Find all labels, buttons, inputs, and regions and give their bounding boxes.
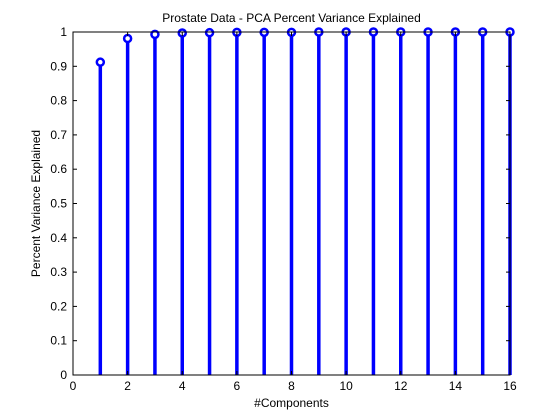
- x-tick-label: 16: [503, 379, 517, 393]
- x-tick-label: 2: [124, 379, 131, 393]
- stems-group: [95, 27, 515, 375]
- stem-marker: [204, 27, 215, 38]
- x-tick-label: 8: [288, 379, 295, 393]
- y-ticks-group: 0 0.1 0.2 0.3 0.4 0.5 0.6 0.7 0.8 0.9 1: [50, 25, 510, 382]
- y-tick-label: 0.8: [50, 94, 67, 108]
- x-tick-label: 10: [339, 379, 353, 393]
- x-axis-label: #Components: [254, 396, 329, 410]
- y-tick-label: 0.3: [50, 265, 67, 279]
- stem-marker: [150, 29, 160, 40]
- stem-marker: [95, 57, 106, 67]
- x-tick-label: 0: [70, 379, 77, 393]
- y-tick-label: 0.9: [50, 59, 67, 73]
- y-tick-label: 0.2: [50, 299, 67, 313]
- x-tick-label: 4: [179, 379, 186, 393]
- x-tick-label: 12: [394, 379, 408, 393]
- y-tick-label: 0.6: [50, 162, 67, 176]
- y-tick-label: 0: [60, 368, 67, 382]
- stem-marker: [122, 33, 133, 44]
- y-tick-label: 1: [60, 25, 67, 39]
- y-tick-label: 0.4: [50, 231, 67, 245]
- x-ticks-group: 0 2 4 6 8 10 12 14 16: [70, 32, 517, 393]
- y-tick-label: 0.1: [50, 334, 67, 348]
- y-tick-label: 0.5: [50, 197, 67, 211]
- y-axis-label: Percent Variance Explained: [29, 130, 43, 277]
- x-tick-label: 6: [234, 379, 241, 393]
- y-tick-label: 0.7: [50, 128, 67, 142]
- x-tick-label: 14: [449, 379, 463, 393]
- chart-title: Prostate Data - PCA Percent Variance Exp…: [162, 11, 421, 25]
